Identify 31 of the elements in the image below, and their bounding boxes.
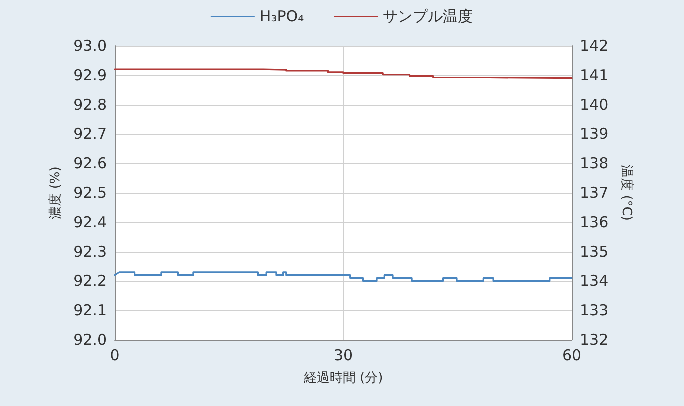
y-tick-label: 92.1: [74, 302, 107, 320]
legend-label: サンプル温度: [383, 8, 474, 26]
y2-tick-label: 132: [580, 331, 609, 349]
y2-tick-label: 139: [580, 125, 609, 144]
x-axis-title: 経過時間 (分): [302, 371, 384, 386]
y-tick-label: 92.9: [74, 66, 107, 84]
y2-axis-title: 温度 (°C): [619, 165, 635, 221]
y2-tick-label: 140: [580, 96, 609, 114]
y2-tick-label: 135: [580, 242, 609, 261]
legend-label: H₃PO₄: [260, 8, 304, 26]
y-tick-label: 92.2: [74, 272, 107, 290]
x-tick-label: 30: [334, 346, 354, 364]
x-tick-label: 60: [562, 346, 582, 364]
x-tick-label: 0: [110, 346, 120, 364]
y2-tick-label: 134: [580, 272, 609, 290]
y-tick-label: 92.8: [74, 96, 107, 114]
y-tick-label: 92.5: [74, 184, 107, 202]
y-tick-label: 92.0: [74, 331, 107, 349]
y-tick-label: 92.7: [74, 125, 107, 144]
y-tick-label: 93.0: [74, 37, 107, 55]
y2-tick-label: 136: [580, 213, 609, 232]
y-tick-label: 92.6: [74, 154, 107, 173]
y2-tick-label: 142: [580, 37, 609, 55]
y-tick-label: 92.4: [74, 213, 107, 232]
y2-tick-label: 141: [580, 66, 609, 84]
y2-tick-label: 137: [580, 184, 609, 202]
line-series: [114, 272, 573, 282]
y2-tick-label: 138: [580, 154, 609, 173]
y-axis-title: 濃度 (%): [48, 166, 64, 220]
y2-tick-label: 133: [580, 302, 609, 320]
y-tick-label: 92.3: [74, 242, 107, 261]
